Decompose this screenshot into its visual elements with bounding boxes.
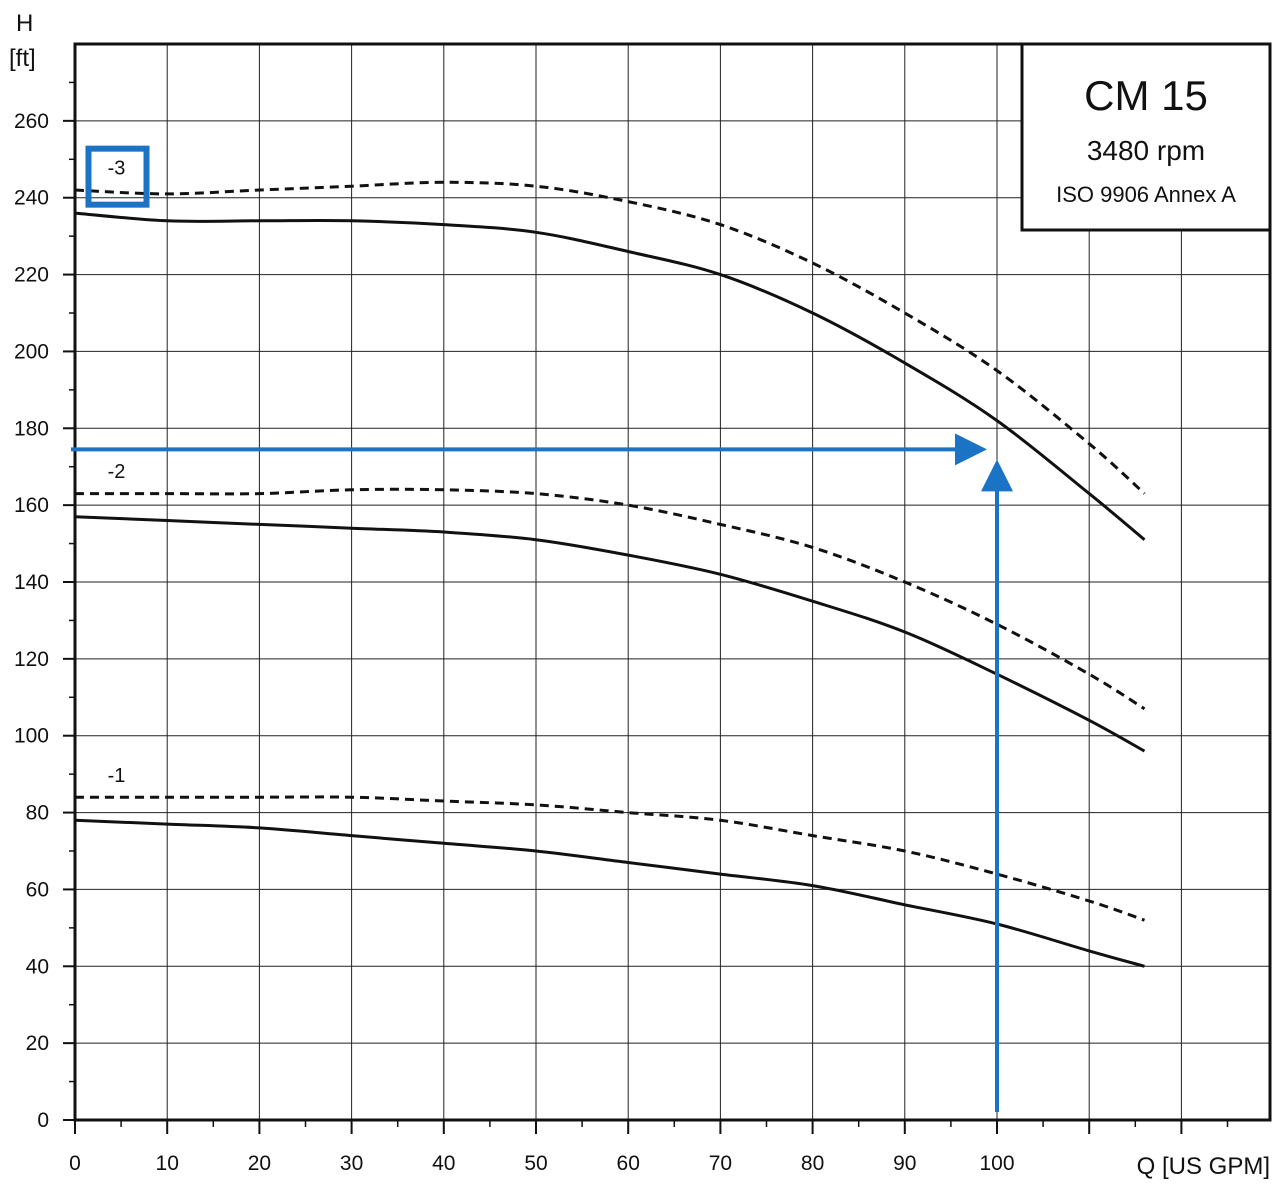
info-box: CM 15 3480 rpm ISO 9906 Annex A: [1020, 42, 1272, 232]
x-tick-label: 60: [617, 1152, 640, 1175]
info-box-title: CM 15: [1084, 72, 1208, 119]
curve-npsh-dashed: [74, 487, 1146, 711]
highlight-box: [85, 145, 150, 208]
y-tick-label: 240: [14, 187, 49, 210]
x-tick-label: 30: [340, 1152, 363, 1175]
y-tick-label: 140: [14, 571, 49, 594]
x-tick-label: 0: [69, 1152, 81, 1175]
x-axis-title: Q [US GPM]: [1137, 1153, 1270, 1180]
axis-layer: H [ft] Q [US GPM] 0204060801001201401601…: [9, 10, 1272, 1180]
x-tick-label: 40: [432, 1152, 455, 1175]
x-tick-label: 100: [979, 1152, 1014, 1175]
curve-label: -3: [108, 158, 126, 180]
info-box-standard: ISO 9906 Annex A: [1056, 182, 1236, 207]
x-tick-label: 20: [248, 1152, 271, 1175]
info-box-speed: 3480 rpm: [1087, 135, 1205, 166]
y-tick-label: 80: [26, 802, 49, 825]
curve-head-solid: [74, 818, 1145, 968]
x-tick-label: 10: [156, 1152, 179, 1175]
x-tick-label: 70: [709, 1152, 732, 1175]
curve-label: -1: [108, 765, 126, 787]
curve-layer: -3 -2 -1: [74, 158, 1146, 968]
y-axis-title-h: H: [16, 10, 33, 37]
y-tick-label: 200: [14, 340, 49, 363]
y-tick-label: 220: [14, 264, 49, 287]
y-tick-label: 40: [26, 955, 49, 978]
y-tick-label: 100: [14, 725, 49, 748]
x-tick-label: 90: [893, 1152, 916, 1175]
curve-head-solid: [74, 211, 1146, 541]
curve-npsh-dashed: [75, 795, 1145, 922]
y-tick-label: 260: [14, 110, 49, 133]
curve-head-solid: [74, 515, 1146, 753]
annotation-layer: [71, 145, 1013, 1112]
y-tick-label: 160: [14, 494, 49, 517]
y-tick-label: 20: [26, 1032, 49, 1055]
curve-npsh-dashed: [74, 180, 1146, 495]
y-tick-label: 120: [14, 648, 49, 671]
plot-frame: [73, 42, 1272, 1122]
info-box-frame: [1020, 42, 1272, 232]
y-tick-label: 180: [14, 417, 49, 440]
y-tick-label: 60: [26, 878, 49, 901]
y-tick-label: 0: [37, 1109, 49, 1132]
x-tick-label: 50: [524, 1152, 547, 1175]
curve-label: -2: [108, 461, 126, 483]
y-axis-title-unit: [ft]: [9, 45, 36, 72]
x-tick-label: 80: [801, 1152, 824, 1175]
